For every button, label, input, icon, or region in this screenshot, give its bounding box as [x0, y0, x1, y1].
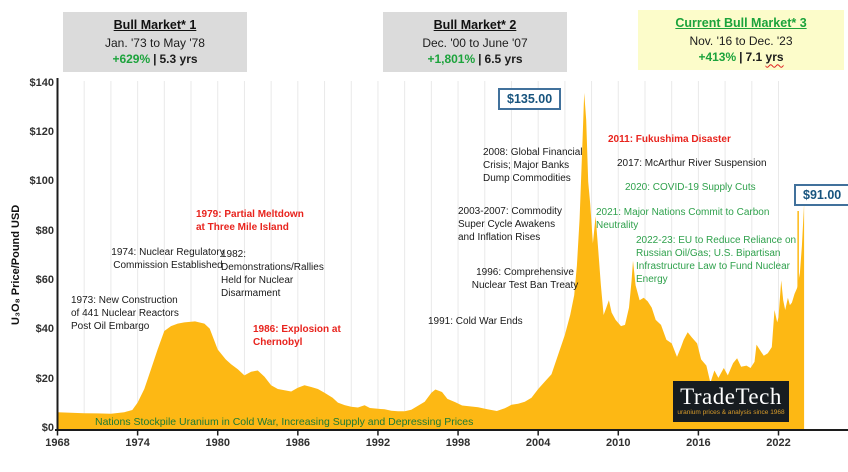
y-tick-label: $60 — [35, 273, 54, 286]
bull-market-2-title: Bull Market* 2 — [433, 18, 517, 32]
bull-market-3-duration: 7.1 — [745, 50, 763, 65]
y-axis-title: U₃O₈ Price/Pound USD — [10, 204, 22, 325]
bull-market-1-title: Bull Market* 1 — [113, 18, 197, 32]
y-tick-label: $100 — [29, 175, 54, 188]
event-annotation: 2022-23: EU to Reduce Reliance on Russia… — [636, 235, 797, 285]
event-annotation: 2021: Major Nations Commit to Carbon Neu… — [596, 207, 770, 231]
y-tick-label: $40 — [35, 323, 54, 336]
event-annotation: 1986: Explosion at Chernobyl — [253, 324, 341, 348]
x-tick-label: 2004 — [525, 436, 551, 449]
bull-market-2-dates: Dec. '00 to June '07 — [422, 35, 528, 50]
divider: | — [739, 50, 743, 65]
bull-market-2-box: Bull Market* 2 Dec. '00 to June '07 +1,8… — [383, 12, 567, 73]
tradetech-logo-tagline: uranium prices & analysis since 1968 — [677, 409, 785, 417]
x-tick-label: 1992 — [365, 436, 391, 449]
bull-market-2-duration: 6.5 yrs — [484, 52, 523, 67]
bull-market-1-stats: +629% | 5.3 yrs — [69, 51, 241, 68]
tradetech-logo-name: TradeTech — [680, 384, 782, 410]
price-callout: $135.00 — [498, 88, 562, 110]
x-tick-label: 1974 — [125, 436, 150, 449]
divider: | — [153, 52, 157, 67]
bull-market-3-stats: +413% | 7.1 yrs — [644, 49, 838, 66]
bull-market-2-stats: +1,801% | 6.5 yrs — [389, 51, 561, 68]
event-annotation: 2017: McArthur River Suspension — [617, 158, 767, 169]
event-annotation: 1974: Nuclear Regulatory Commission Esta… — [111, 247, 225, 271]
y-tick-label: $80 — [35, 224, 54, 237]
x-tick-label: 2010 — [606, 436, 631, 449]
cold-war-note: Nations Stockpile Uranium in Cold War, I… — [95, 416, 474, 428]
bull-market-1-duration: 5.3 yrs — [159, 52, 198, 67]
y-tick-label: $120 — [29, 125, 54, 138]
event-annotation: 2011: Fukushima Disaster — [608, 134, 731, 145]
bull-market-1-dates: Jan. '73 to May '78 — [105, 35, 205, 50]
price-area-series — [57, 92, 805, 430]
y-tick-label: $20 — [35, 372, 54, 385]
bull-market-1-box: Bull Market* 1 Jan. '73 to May '78 +629%… — [63, 12, 247, 73]
x-tick-label: 1998 — [445, 436, 471, 449]
tradetech-logo: TradeTech uranium prices & analysis sinc… — [673, 381, 789, 422]
y-tick-label: $0 — [41, 422, 54, 434]
bull-market-3-box: Current Bull Market* 3 Nov. '16 to Dec. … — [638, 10, 844, 71]
bull-market-3-gain: +413% — [698, 50, 737, 65]
price-callout: $91.00 — [794, 184, 848, 206]
bull-market-3-dates: Nov. '16 to Dec. '23 — [689, 33, 793, 48]
event-annotation: 2020: COVID-19 Supply Cuts — [625, 182, 756, 193]
bull-market-3-duration-unit: yrs — [765, 50, 784, 65]
bull-market-1-gain: +629% — [112, 52, 151, 67]
event-annotation: 1979: Partial Meltdown at Three Mile Isl… — [196, 209, 304, 233]
event-annotation: 2008: Global Financial Crisis; Major Ban… — [483, 147, 583, 184]
x-tick-label: 1980 — [205, 436, 230, 449]
event-annotation: 1996: Comprehensive Nuclear Test Ban Tre… — [471, 267, 579, 291]
y-tick-label: $140 — [29, 76, 54, 89]
bull-market-3-title: Current Bull Market* 3 — [675, 16, 807, 30]
bull-market-2-gain: +1,801% — [427, 52, 476, 67]
event-annotation: 1991: Cold War Ends — [428, 316, 523, 327]
event-annotation: 1973: New Construction of 441 Nuclear Re… — [71, 295, 179, 332]
event-annotation: 2003-2007: Commodity Super Cycle Awakens… — [458, 206, 562, 243]
x-tick-label: 2016 — [686, 436, 711, 449]
x-tick-label: 2022 — [766, 436, 791, 449]
x-tick-label: 1986 — [285, 436, 311, 449]
event-annotation: 1982: Demonstrations/Rallies Held for Nu… — [221, 249, 324, 299]
x-tick-label: 1968 — [45, 436, 70, 449]
divider: | — [478, 52, 482, 67]
